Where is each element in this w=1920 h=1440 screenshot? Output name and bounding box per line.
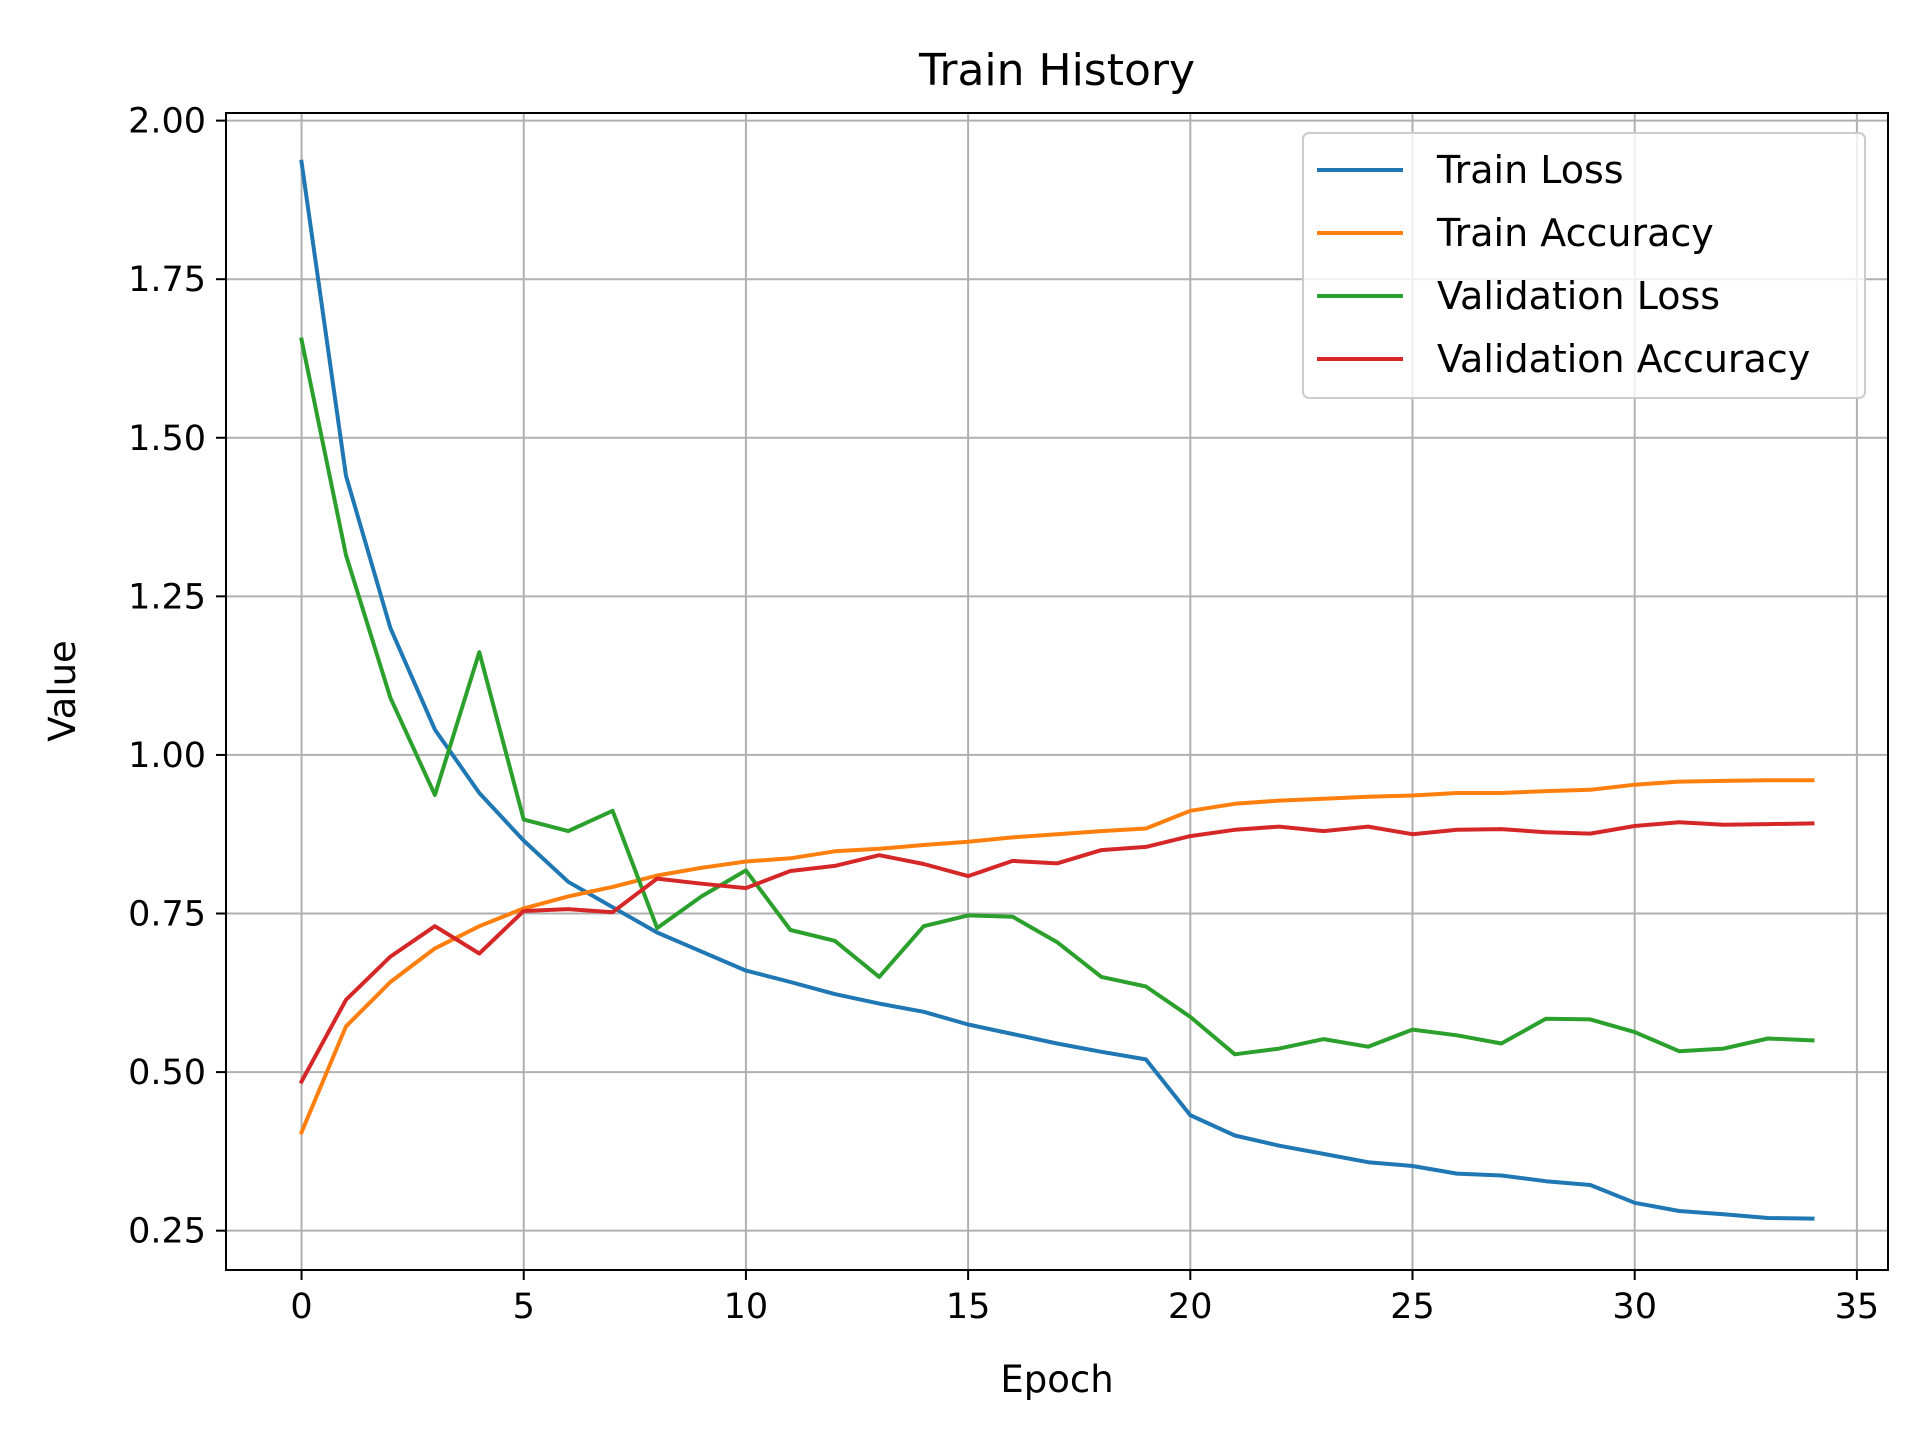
x-tick-label: 35 bbox=[1835, 1287, 1880, 1327]
y-tick-label: 0.50 bbox=[128, 1053, 206, 1093]
legend-label-validation-accuracy: Validation Accuracy bbox=[1437, 337, 1810, 381]
x-tick-label: 25 bbox=[1390, 1287, 1435, 1327]
y-tick-label: 1.75 bbox=[128, 260, 206, 300]
y-tick-label: 2.00 bbox=[128, 102, 206, 142]
legend-label-validation-loss: Validation Loss bbox=[1437, 274, 1720, 318]
x-tick-label: 5 bbox=[513, 1287, 535, 1327]
plot-frame bbox=[225, 112, 1889, 1271]
y-tick-label: 1.00 bbox=[128, 736, 206, 776]
legend-label-train-loss: Train Loss bbox=[1436, 148, 1624, 192]
x-tick-label: 15 bbox=[946, 1287, 991, 1327]
series-line-validation-accuracy bbox=[298, 820, 1815, 1085]
x-tick-label: 10 bbox=[724, 1287, 769, 1327]
x-tick-label: 0 bbox=[290, 1287, 312, 1327]
y-tick-label: 0.25 bbox=[128, 1212, 206, 1252]
series-line-train-loss bbox=[299, 159, 1815, 1221]
y-axis-title: Value bbox=[41, 640, 84, 742]
series-line-validation-loss bbox=[299, 337, 1815, 1057]
y-tick-label: 1.50 bbox=[128, 419, 206, 459]
legend-box bbox=[1302, 132, 1866, 399]
x-tick-label: 30 bbox=[1612, 1287, 1657, 1327]
legend: Train Loss Train Accuracy Validation Loss V… bbox=[1302, 132, 1866, 399]
x-tick-label: 20 bbox=[1168, 1287, 1213, 1327]
chart-title: Train History bbox=[918, 45, 1195, 96]
legend-label-train-accuracy: Train Accuracy bbox=[1436, 211, 1714, 255]
axis-ticks: 0 5 10 15 20 25 30 35 0.25 0.50 0.75 1.00 1.25 1.50 1.… bbox=[128, 102, 1879, 1327]
series-lines bbox=[298, 159, 1815, 1221]
y-tick-label: 0.75 bbox=[128, 895, 206, 935]
y-tick-label: 1.25 bbox=[128, 577, 206, 617]
x-axis-title: Epoch bbox=[1000, 1358, 1113, 1401]
series-line-train-accuracy bbox=[298, 778, 1815, 1136]
